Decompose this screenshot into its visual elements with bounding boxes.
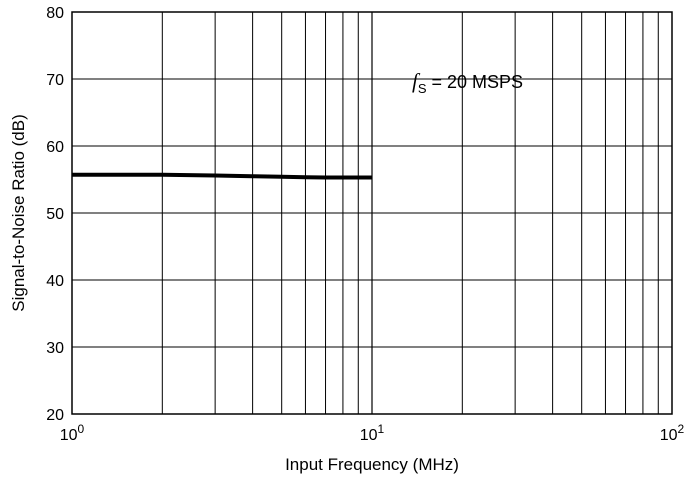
y-tick-label: 40 — [46, 273, 64, 290]
snr-series-line — [72, 172, 372, 180]
y-tick-label: 70 — [46, 72, 64, 89]
y-tick-labels: 20 30 40 50 60 70 80 — [46, 5, 64, 424]
sampling-rate-annotation: fS = 20 MSPS — [412, 69, 523, 96]
plot-frame — [71, 11, 673, 415]
x-tick-label: 100 — [60, 422, 85, 444]
y-tick-label: 30 — [46, 340, 64, 357]
x-tick-label: 101 — [360, 422, 385, 444]
x-tick-label: 102 — [660, 422, 685, 444]
x-axis-label: Input Frequency (MHz) — [285, 455, 459, 474]
y-tick-label: 50 — [46, 206, 64, 223]
y-axis-label: Signal-to-Noise Ratio (dB) — [9, 114, 28, 311]
annotation-symbol: f — [412, 69, 421, 93]
annotation-text: = 20 MSPS — [427, 72, 524, 92]
y-tick-label: 80 — [46, 5, 64, 22]
series-layer — [72, 172, 372, 180]
x-tick-labels: 100 101 102 — [60, 422, 685, 444]
annotation-subscript: S — [418, 81, 427, 96]
y-tick-label: 20 — [46, 407, 64, 424]
grid — [72, 11, 672, 415]
y-tick-label: 60 — [46, 139, 64, 156]
